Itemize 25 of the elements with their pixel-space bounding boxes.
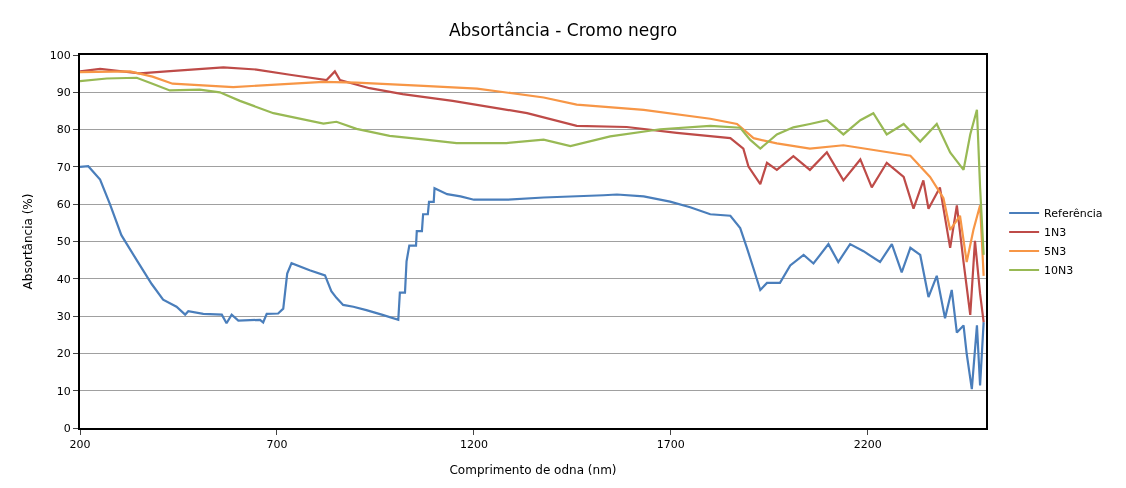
legend-label: Referência [1044, 207, 1103, 221]
x-axis-title: Comprimento de odna (nm) [449, 462, 617, 477]
y-tick-label: 30 [56, 309, 71, 323]
y-tick-label: 10 [56, 384, 71, 398]
y-axis-title: Absortância (%) [20, 193, 35, 290]
x-tick-label: 1700 [656, 438, 685, 452]
y-tick-label: 40 [56, 272, 71, 286]
legend-label: 1N3 [1044, 226, 1067, 240]
chart-title: Absortância - Cromo negro [448, 20, 678, 41]
y-tick-label: 80 [56, 123, 71, 137]
line-series [80, 165, 985, 391]
line-series [80, 66, 985, 324]
y-tick-label: 100 [49, 48, 71, 62]
y-tick-label: 60 [56, 198, 71, 212]
y-tick-label: 70 [56, 160, 71, 174]
y-tick-label: 50 [56, 235, 71, 249]
x-tick-label: 1200 [459, 438, 488, 452]
y-tick-label: 20 [56, 347, 71, 361]
y-tick-label: 90 [56, 86, 71, 100]
legend-label: 5N3 [1044, 245, 1067, 259]
y-tick-label: 0 [63, 421, 71, 435]
x-tick-label: 2200 [853, 438, 882, 452]
legend-label: 10N3 [1044, 264, 1074, 278]
x-tick-label: 700 [266, 438, 288, 452]
x-tick-label: 200 [69, 438, 91, 452]
